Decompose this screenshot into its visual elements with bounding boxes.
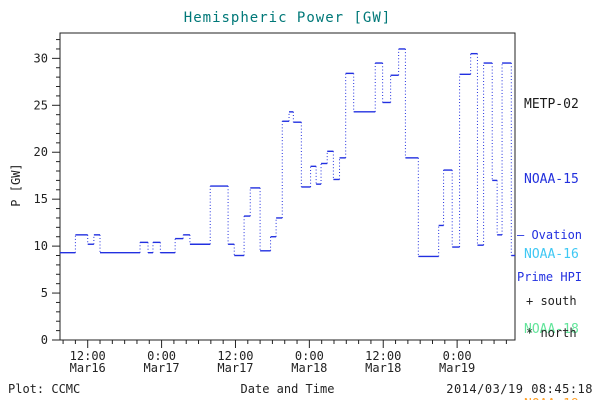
y-tick-label: 5 <box>41 286 48 300</box>
north-marker-key: * north <box>526 326 577 340</box>
x-tick-label-time: 0:00 <box>295 349 324 363</box>
y-tick-label: 10 <box>34 239 48 253</box>
x-tick-label-date: Mar19 <box>439 361 475 375</box>
generation-timestamp: 2014/03/19 08:45:18 <box>446 382 593 396</box>
legend-item-metp02: METP-02 <box>524 97 579 112</box>
legend-item-noaa15: NOAA-15 <box>524 172 579 187</box>
plot-frame <box>59 32 516 341</box>
ovation-label-line2: Prime HPI <box>517 270 583 284</box>
y-tick-label: 15 <box>34 192 48 206</box>
satellite-legend: METP-02 NOAA-15 NOAA-16 NOAA-18 NOAA-19 <box>524 42 579 400</box>
legend-item-noaa19: NOAA-19 <box>524 392 579 400</box>
x-tick-label-time: 0:00 <box>147 349 176 363</box>
south-marker-key: + south <box>526 294 577 308</box>
x-tick-label-date: Mar16 <box>70 361 106 375</box>
y-axis-label: P [GW] <box>9 163 23 207</box>
x-axis-title: Date and Time <box>240 382 335 396</box>
y-tick-label: 20 <box>34 145 48 159</box>
ovation-prime-hpi-label: — Ovation Prime HPI <box>517 200 582 312</box>
y-tick-label: 25 <box>34 98 48 112</box>
y-tick-label: 0 <box>41 333 48 347</box>
x-tick-label-time: 0:00 <box>443 349 472 363</box>
legend-item-noaa16: NOAA-16 <box>524 247 579 262</box>
plot-credit: Plot: CCMC <box>8 382 81 396</box>
y-tick-label: 30 <box>34 51 48 65</box>
x-tick-label-date: Mar18 <box>291 361 327 375</box>
legend-item-noaa18: NOAA-18 <box>524 322 579 337</box>
x-tick-label-time: 12:00 <box>217 349 253 363</box>
x-tick-label-time: 12:00 <box>365 349 401 363</box>
chart-title: Hemispheric Power [GW] <box>183 10 392 26</box>
ovation-label-line1: — Ovation <box>517 228 583 242</box>
x-tick-label-time: 12:00 <box>70 349 106 363</box>
x-tick-label-date: Mar17 <box>217 361 253 375</box>
x-tick-label-date: Mar18 <box>365 361 401 375</box>
x-tick-label-date: Mar17 <box>144 361 180 375</box>
